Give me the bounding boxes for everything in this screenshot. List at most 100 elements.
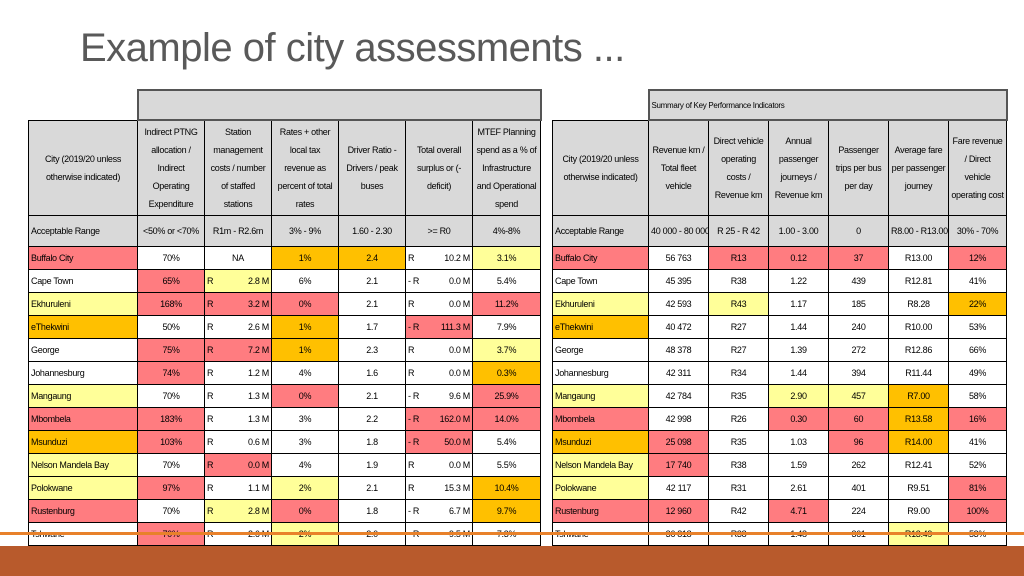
table-row: Msunduzi 103% R 0.6 M 3% 1.8- R 50.0 M 5.4% — [28, 429, 541, 454]
data-cell: 50% — [137, 314, 205, 339]
data-cell: 74% — [137, 360, 205, 385]
data-cell: 1.03 — [768, 429, 829, 454]
data-cell: 70% — [137, 452, 205, 477]
currency-prefix: R — [207, 390, 214, 401]
data-cell: 37 — [828, 245, 889, 270]
currency-prefix: R — [408, 367, 415, 378]
data-cell: - R 162.0 M — [405, 406, 473, 431]
data-cell: 1.6 — [338, 360, 406, 385]
data-cell: R14.00 — [888, 429, 949, 454]
column-header: Average fare per passenger journey — [888, 119, 949, 216]
data-cell: 48 378 — [648, 337, 709, 362]
table-row: Msunduzi 25 098 R35 1.03 96 R14.00 41% — [552, 429, 1008, 454]
data-cell: R 15.3 M — [405, 475, 473, 500]
table-group-label: Summary of Key Performance Indicators — [647, 89, 1008, 121]
data-cell: 0% — [271, 383, 339, 408]
column-header: MTEF Planning spend as a % of Infrastruc… — [472, 119, 541, 216]
footer-bar — [0, 546, 1024, 576]
data-cell: R27 — [708, 337, 769, 362]
cell-value: 0.0 M — [448, 459, 470, 470]
data-cell: 75% — [137, 337, 205, 362]
data-cell: R8.28 — [888, 291, 949, 316]
column-header: Annual passenger journeys / Revenue km — [768, 119, 829, 216]
table-row: Johannesburg 74% R 1.2 M 4% 1.6 R 0.0 M 0.3% — [28, 360, 541, 385]
acceptable-range-value: <50% or <70% — [137, 214, 205, 247]
table-row: Johannesburg 42 311 R34 1.44 394 R11.44 49% — [552, 360, 1008, 385]
city-assessment-table: City (2019/20 unless otherwise indicated… — [28, 89, 542, 546]
table-top-row — [29, 89, 542, 121]
data-cell: 2.1 — [338, 475, 406, 500]
column-header: Revenue km / Total fleet vehicle — [648, 119, 709, 216]
data-cell: 41% — [947, 429, 1008, 454]
data-cell: R31 — [708, 475, 769, 500]
blank-cell — [553, 90, 649, 120]
currency-prefix: R — [207, 367, 214, 378]
data-cell: 49% — [947, 360, 1008, 385]
table-row: Mangaung 70% R 1.3 M 0% 2.1- R 9.6 M 25.9% — [28, 383, 541, 408]
city-name-cell: Msunduzi — [28, 429, 138, 454]
data-cell: 0.3% — [472, 360, 541, 385]
acceptable-range-row: Acceptable Range 40 000 - 80 000 R 25 - R … — [552, 214, 1008, 247]
data-cell: 1% — [271, 245, 339, 270]
data-cell: 9.7% — [472, 498, 541, 523]
cell-value: 162.0 M — [439, 413, 471, 424]
cell-value: 1.1 M — [247, 482, 269, 493]
data-cell: 10.4% — [472, 475, 541, 500]
data-cell: 7.9% — [472, 314, 541, 339]
data-cell: R38 — [708, 452, 769, 477]
acceptable-range-value: 3% - 9% — [271, 214, 339, 247]
city-name-cell: eThekwini — [552, 314, 649, 339]
acceptable-range-row: Acceptable Range <50% or <70% R1m - R2.6m 3… — [28, 214, 541, 247]
cell-value: 15.3 M — [444, 482, 470, 493]
cell-value: 10.2 M — [444, 252, 470, 263]
table-row: Ekhuruleni 42 593 R43 1.17 185 R8.28 22% — [552, 291, 1008, 316]
currency-prefix: R — [207, 298, 214, 309]
column-header: Fare revenue / Direct vehicle operating … — [947, 119, 1008, 216]
data-cell: 0.12 — [768, 245, 829, 270]
data-cell: 66% — [947, 337, 1008, 362]
data-cell: - R 9.6 M — [405, 383, 473, 408]
acceptable-range-value: 40 000 - 80 000 — [648, 214, 709, 247]
data-cell: R 0.0 M — [405, 337, 473, 362]
acceptable-range-value: R1m - R2.6m — [204, 214, 272, 247]
table-row: Polokwane 97% R 1.1 M 2% 2.1 R 15.3 M 10.4% — [28, 475, 541, 500]
data-cell: 1.8 — [338, 429, 406, 454]
data-cell: 439 — [828, 268, 889, 293]
currency-prefix: R — [207, 436, 214, 447]
data-cell: 2.61 — [768, 475, 829, 500]
column-header: City (2019/20 unless otherwise indicated… — [28, 119, 138, 216]
data-cell: R38 — [708, 268, 769, 293]
data-cell: 56 763 — [648, 245, 709, 270]
data-cell: 2% — [271, 475, 339, 500]
table-row: Rustenburg 70% R 2.8 M 0% 1.8- R 6.7 M 9.7% — [28, 498, 541, 523]
data-cell: R27 — [708, 314, 769, 339]
data-cell: 1.22 — [768, 268, 829, 293]
data-cell: R35 — [708, 383, 769, 408]
data-cell: R 0.0 M — [405, 291, 473, 316]
acceptable-range-value: 1.00 - 3.00 — [768, 214, 829, 247]
slide-title: Example of city assessments ... — [80, 26, 625, 70]
data-cell: 2.90 — [768, 383, 829, 408]
data-cell: 3% — [271, 429, 339, 454]
city-name-cell: Mbombela — [28, 406, 138, 431]
data-cell: - R 0.0 M — [405, 268, 473, 293]
table-row: Nelson Mandela Bay 70% R 0.0 M 4% 1.9 R 0.0 M 5.… — [28, 452, 541, 477]
data-cell: 2.1 — [338, 383, 406, 408]
data-cell: 70% — [137, 383, 205, 408]
currency-prefix: R — [207, 413, 214, 424]
data-cell: 100% — [947, 498, 1008, 523]
cell-value: 111.3 M — [440, 321, 470, 332]
city-name-cell: Nelson Mandela Bay — [552, 452, 649, 477]
city-name-cell: George — [28, 337, 138, 362]
table-row: Mbombela 42 998 R26 0.30 60 R13.58 16% — [552, 406, 1008, 431]
data-cell: 224 — [828, 498, 889, 523]
data-cell: 45 395 — [648, 268, 709, 293]
table-row: George 48 378 R27 1.39 272 R12.86 66% — [552, 337, 1008, 362]
currency-prefix: - R — [408, 275, 420, 286]
cell-value: 0.0 M — [448, 344, 470, 355]
data-cell: 22% — [947, 291, 1008, 316]
cell-value: 7.2 M — [247, 344, 269, 355]
table-group-label — [136, 89, 542, 121]
currency-prefix: R — [207, 275, 214, 286]
data-cell: R26 — [708, 406, 769, 431]
